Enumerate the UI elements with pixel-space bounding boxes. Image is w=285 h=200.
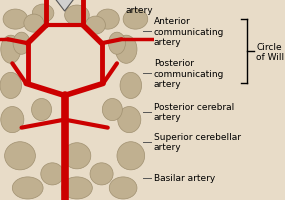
Ellipse shape	[24, 15, 44, 33]
Text: Posterior
communicating
artery: Posterior communicating artery	[154, 59, 224, 89]
Ellipse shape	[109, 33, 125, 55]
Ellipse shape	[96, 10, 119, 30]
Ellipse shape	[102, 99, 122, 121]
Ellipse shape	[65, 6, 89, 26]
Ellipse shape	[32, 5, 54, 23]
Ellipse shape	[1, 107, 24, 133]
Text: Basilar artery: Basilar artery	[154, 174, 215, 182]
Text: Anterior
communicating
artery: Anterior communicating artery	[154, 17, 224, 47]
Ellipse shape	[5, 142, 35, 170]
Ellipse shape	[90, 163, 113, 185]
Ellipse shape	[63, 143, 91, 169]
Ellipse shape	[41, 163, 64, 185]
Ellipse shape	[117, 142, 145, 170]
Ellipse shape	[13, 33, 30, 55]
Ellipse shape	[32, 99, 52, 121]
Ellipse shape	[123, 10, 148, 30]
Polygon shape	[55, 0, 74, 12]
Ellipse shape	[120, 73, 142, 99]
Text: artery: artery	[125, 6, 153, 15]
Text: Circle
of Willis: Circle of Willis	[256, 42, 285, 62]
Ellipse shape	[115, 36, 137, 64]
Text: Posterior cerebral
artery: Posterior cerebral artery	[154, 102, 234, 122]
Ellipse shape	[0, 73, 22, 99]
Text: Superior cerebellar
artery: Superior cerebellar artery	[154, 132, 241, 152]
Ellipse shape	[3, 10, 28, 30]
Ellipse shape	[12, 177, 43, 199]
Ellipse shape	[109, 177, 137, 199]
Ellipse shape	[62, 177, 92, 199]
Ellipse shape	[1, 36, 21, 64]
Ellipse shape	[118, 107, 141, 133]
Ellipse shape	[86, 17, 105, 35]
